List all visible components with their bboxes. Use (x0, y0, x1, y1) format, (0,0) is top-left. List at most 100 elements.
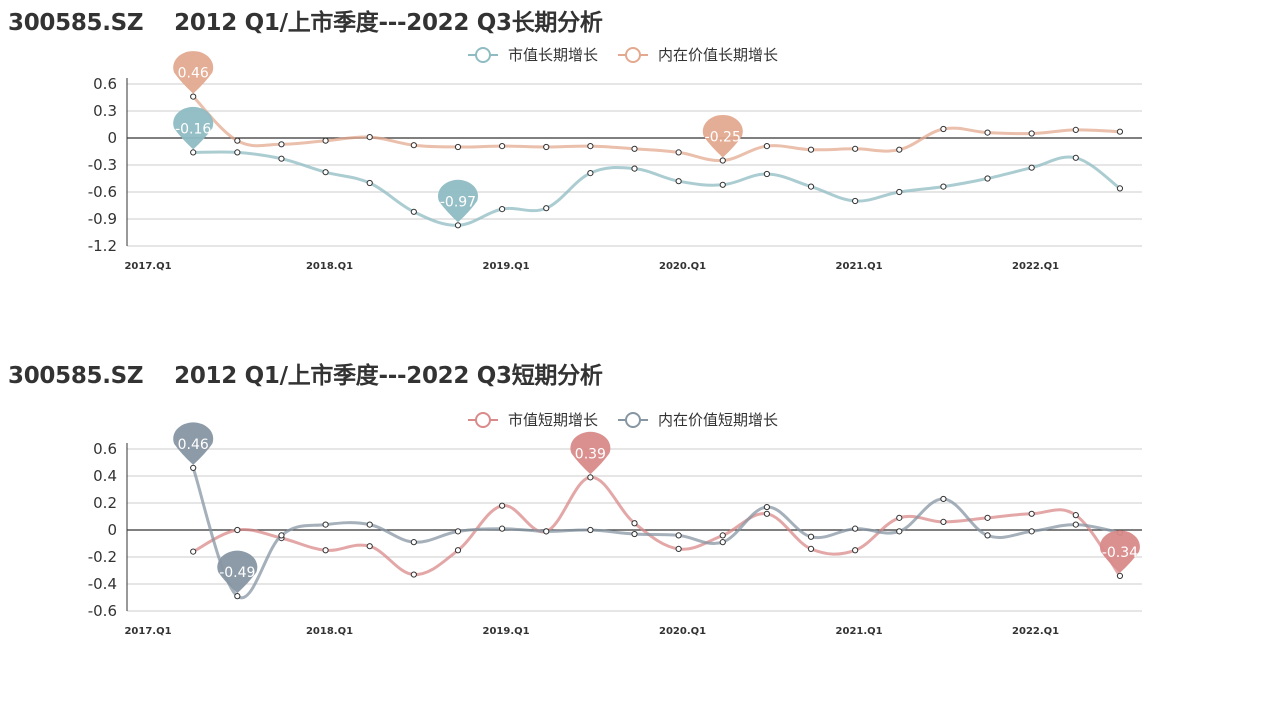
data-point[interactable] (675, 178, 682, 185)
data-point[interactable] (940, 518, 947, 526)
data-point[interactable] (366, 179, 373, 187)
data-point[interactable] (234, 526, 241, 534)
legend-item[interactable]: 市值短期增长 (468, 411, 598, 429)
data-point[interactable] (1116, 128, 1124, 135)
legend-item[interactable]: 内在价值长期增长 (618, 46, 778, 64)
data-point[interactable] (763, 170, 770, 178)
data-point[interactable] (454, 143, 462, 151)
data-point[interactable] (719, 539, 726, 546)
data-point[interactable] (190, 548, 197, 555)
data-point[interactable] (1072, 512, 1079, 519)
data-point[interactable] (366, 543, 373, 550)
y-tick-label: -0.2 (88, 548, 117, 566)
data-point[interactable] (1116, 572, 1124, 579)
marker-label: -0.97 (440, 194, 476, 210)
data-point[interactable] (278, 141, 285, 148)
data-point[interactable] (984, 532, 991, 539)
data-point[interactable] (410, 208, 417, 215)
data-point[interactable] (807, 146, 815, 153)
data-point[interactable] (366, 134, 373, 141)
y-tick-label: 0.4 (93, 467, 117, 485)
data-point[interactable] (322, 547, 329, 554)
marker-pin: 0.39 (570, 431, 611, 475)
data-point[interactable] (1028, 528, 1035, 535)
data-point[interactable] (587, 143, 594, 150)
data-point[interactable] (940, 183, 947, 190)
data-point[interactable] (1116, 185, 1124, 192)
data-point[interactable] (631, 145, 638, 152)
data-point[interactable] (1028, 130, 1035, 137)
data-point[interactable] (1072, 521, 1079, 528)
data-point[interactable] (675, 149, 682, 156)
data-point[interactable] (1072, 126, 1079, 134)
data-point[interactable] (1072, 154, 1079, 161)
data-point[interactable] (499, 525, 506, 532)
data-point[interactable] (763, 503, 770, 511)
data-point[interactable] (454, 528, 462, 535)
legend-item[interactable]: 市值长期增长 (468, 46, 598, 64)
data-point[interactable] (499, 143, 506, 150)
data-point[interactable] (631, 530, 638, 538)
data-point[interactable] (587, 526, 594, 534)
series-line (192, 475, 1122, 577)
data-point[interactable] (454, 222, 462, 229)
data-point[interactable] (807, 183, 815, 190)
data-point[interactable] (587, 474, 594, 481)
data-point[interactable] (807, 533, 815, 540)
chart-title-long-term: 300585.SZ 2012 Q1/上市季度---2022 Q3长期分析 (8, 10, 603, 36)
data-point[interactable] (322, 521, 329, 528)
data-point[interactable] (234, 149, 241, 156)
data-point[interactable] (410, 571, 417, 578)
data-point[interactable] (896, 528, 903, 535)
data-point[interactable] (852, 197, 859, 205)
data-point[interactable] (322, 137, 329, 144)
data-point[interactable] (454, 547, 462, 554)
data-point[interactable] (278, 532, 285, 539)
data-point[interactable] (807, 545, 815, 552)
data-point[interactable] (896, 188, 903, 196)
data-point[interactable] (587, 170, 594, 177)
data-point[interactable] (675, 545, 682, 552)
data-point[interactable] (984, 514, 991, 521)
x-tick-label: 2022.Q1 (1012, 261, 1059, 272)
data-point[interactable] (631, 520, 638, 527)
y-tick-label: 0.6 (93, 75, 117, 93)
data-point[interactable] (896, 146, 903, 153)
data-point[interactable] (763, 143, 770, 150)
marker-label: -0.25 (705, 130, 741, 146)
data-point[interactable] (190, 149, 197, 156)
data-point[interactable] (278, 155, 285, 162)
legend-item[interactable]: 内在价值短期增长 (618, 411, 778, 429)
data-point[interactable] (984, 175, 991, 182)
data-point[interactable] (852, 145, 859, 152)
data-point[interactable] (631, 165, 638, 172)
data-point[interactable] (366, 521, 373, 528)
data-point[interactable] (719, 532, 726, 539)
data-point[interactable] (984, 129, 991, 136)
data-point[interactable] (543, 205, 550, 212)
x-tick-label: 2017.Q1 (124, 626, 171, 637)
data-point[interactable] (234, 593, 241, 600)
x-tick-label: 2021.Q1 (836, 261, 883, 272)
data-point[interactable] (940, 125, 947, 133)
data-point[interactable] (1028, 164, 1035, 171)
data-point[interactable] (410, 539, 417, 546)
data-point[interactable] (543, 143, 550, 151)
data-point[interactable] (322, 169, 329, 176)
data-point[interactable] (410, 142, 417, 149)
data-point[interactable] (190, 464, 197, 472)
data-point[interactable] (852, 525, 859, 532)
data-point[interactable] (896, 514, 903, 521)
data-point[interactable] (499, 502, 506, 509)
data-point[interactable] (543, 528, 550, 535)
data-point[interactable] (190, 93, 197, 100)
data-point[interactable] (940, 495, 947, 503)
data-point[interactable] (1028, 510, 1035, 517)
data-point[interactable] (852, 547, 859, 554)
data-point[interactable] (719, 157, 726, 164)
data-point[interactable] (719, 181, 726, 188)
data-point[interactable] (763, 510, 770, 517)
data-point[interactable] (675, 532, 682, 539)
data-point[interactable] (234, 137, 241, 144)
data-point[interactable] (499, 206, 506, 213)
